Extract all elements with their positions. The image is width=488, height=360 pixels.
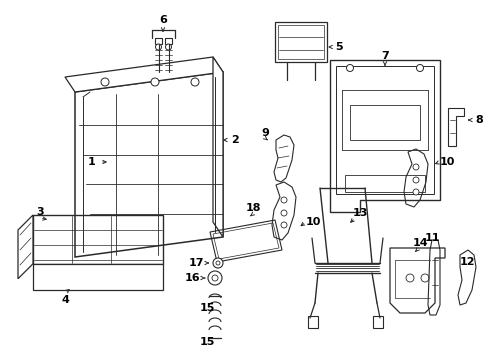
Text: 15: 15 — [199, 337, 214, 347]
Circle shape — [281, 210, 286, 216]
Circle shape — [412, 164, 418, 170]
Circle shape — [416, 64, 423, 72]
Text: 3: 3 — [36, 207, 44, 217]
Text: 9: 9 — [261, 128, 268, 138]
Circle shape — [216, 261, 220, 265]
Text: 14: 14 — [411, 238, 427, 248]
Text: 16: 16 — [185, 273, 201, 283]
Text: 1: 1 — [88, 157, 96, 167]
Circle shape — [412, 189, 418, 195]
Text: 6: 6 — [159, 15, 166, 25]
Text: 2: 2 — [231, 135, 238, 145]
Circle shape — [101, 78, 109, 86]
Circle shape — [281, 222, 286, 228]
Circle shape — [155, 44, 161, 50]
Circle shape — [420, 274, 428, 282]
Polygon shape — [18, 215, 33, 279]
Circle shape — [207, 271, 222, 285]
Text: 5: 5 — [334, 42, 342, 52]
Circle shape — [212, 275, 218, 281]
Circle shape — [405, 274, 413, 282]
Text: 18: 18 — [245, 203, 260, 213]
Circle shape — [213, 258, 223, 268]
Text: 15: 15 — [199, 303, 214, 313]
Text: 10: 10 — [305, 217, 320, 227]
Polygon shape — [33, 264, 163, 290]
Text: 4: 4 — [61, 295, 69, 305]
Circle shape — [412, 177, 418, 183]
Circle shape — [165, 44, 171, 50]
Circle shape — [346, 64, 353, 72]
Circle shape — [281, 197, 286, 203]
Text: 13: 13 — [351, 208, 367, 218]
Text: 17: 17 — [188, 258, 203, 268]
Text: 7: 7 — [380, 51, 388, 61]
Polygon shape — [65, 57, 223, 92]
Circle shape — [191, 78, 199, 86]
Polygon shape — [213, 57, 223, 237]
Circle shape — [151, 78, 159, 86]
Text: 8: 8 — [474, 115, 482, 125]
Text: 10: 10 — [438, 157, 454, 167]
Text: 12: 12 — [458, 257, 474, 267]
Text: 11: 11 — [424, 233, 439, 243]
